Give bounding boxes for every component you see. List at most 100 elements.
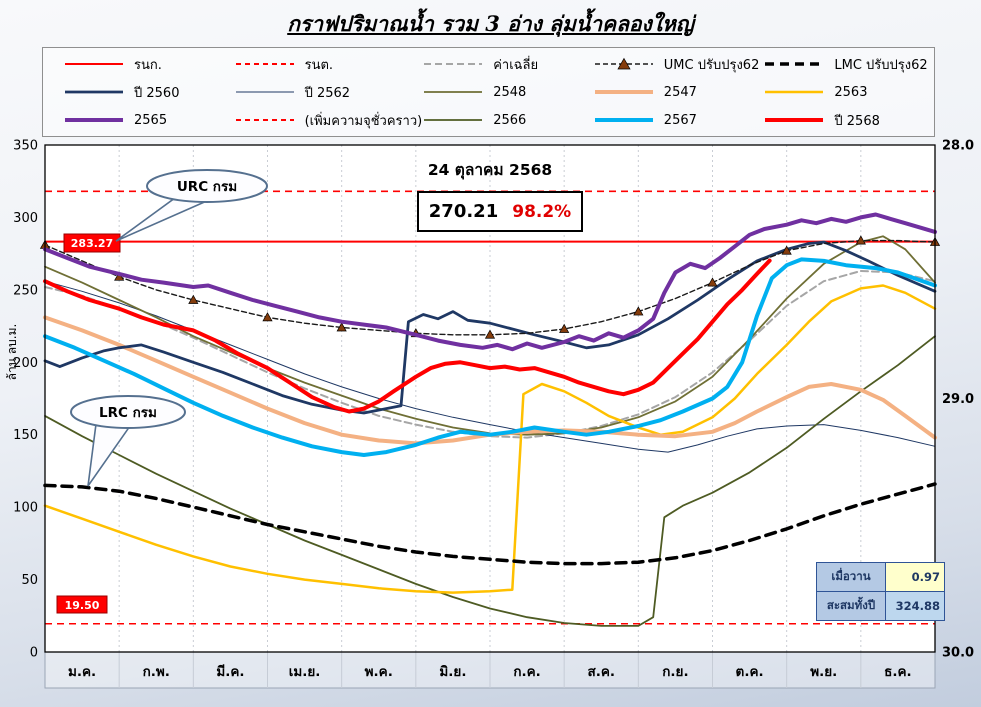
- triangle-marker-icon: [707, 277, 718, 287]
- legend-line-swatch: [594, 118, 653, 122]
- right-axis-tick: 28.0: [942, 139, 974, 154]
- legend-line-swatch: [65, 118, 123, 122]
- rnt-value-chip: [56, 595, 108, 614]
- triangle-marker-icon: [336, 322, 347, 332]
- triangle-marker-icon: [559, 323, 570, 333]
- series-lmc-rule: [43, 482, 937, 566]
- triangle-marker-icon: [114, 271, 125, 281]
- legend: รนก. รนต. ค่าเฉลี่ย UMC ปรับปรุง62 LMC ปรับป…: [42, 47, 935, 137]
- month-label: ก.ย.: [662, 664, 688, 680]
- legend-label: ค่าเฉลี่ย: [493, 57, 539, 73]
- lrc-callout-bubble: [70, 395, 186, 429]
- legend-item-8: 2548: [422, 79, 593, 106]
- legend-line-swatch: [594, 90, 653, 94]
- month-label: เม.ย.: [289, 664, 321, 680]
- legend-item-14: 2567: [593, 107, 764, 134]
- legend-line-swatch: [765, 62, 824, 66]
- legend-item-11: 2565: [63, 107, 234, 134]
- legend-label: 2567: [663, 112, 697, 128]
- legend-item-5: LMC ปรับปรุง62: [763, 51, 934, 78]
- month-label: พ.ย.: [810, 664, 837, 680]
- legend-line-swatch: [765, 90, 824, 94]
- urc-callout-label: URC กรม: [177, 179, 237, 195]
- series-avg: [44, 270, 936, 439]
- month-label: ธ.ค.: [884, 664, 912, 680]
- legend-label: รนก.: [134, 57, 162, 73]
- series-y2563: [43, 284, 937, 594]
- current-volume-percent: 98.2%: [512, 201, 572, 222]
- legend-line-swatch: [594, 57, 653, 70]
- triangle-marker-icon: [855, 235, 866, 245]
- urc-callout-tail: [115, 197, 210, 242]
- series-y2566: [44, 335, 936, 627]
- legend-item-9: 2547: [593, 79, 764, 106]
- legend-label: ปี 2560: [134, 85, 180, 101]
- series-y2567: [43, 257, 937, 457]
- legend-label: 2566: [493, 112, 527, 128]
- y-axis-tick: 350: [13, 139, 38, 154]
- legend-item-7: ปี 2562: [234, 79, 423, 106]
- y-axis-tick: 200: [13, 356, 38, 371]
- legend-item-15: ปี 2568: [763, 107, 934, 134]
- month-label: ก.พ.: [143, 664, 170, 680]
- current-value-box: 270.21 98.2%: [417, 191, 583, 232]
- triangle-marker-icon: [188, 294, 199, 304]
- legend-item-4: UMC ปรับปรุง62: [593, 51, 764, 78]
- summary-table: เมื่อวาน 0.97 สะสมทั้งปี 324.88: [816, 562, 945, 621]
- month-label: พ.ค.: [365, 664, 393, 680]
- lrc-callout-label: LRC กรม: [99, 405, 157, 421]
- series-y2562: [44, 280, 936, 453]
- legend-line-swatch: [65, 63, 123, 65]
- triangle-marker-icon: [484, 329, 496, 339]
- legend-line-swatch: [765, 118, 824, 122]
- legend-label: UMC ปรับปรุง62: [663, 57, 760, 73]
- legend-label: รนต.: [304, 57, 334, 73]
- rnt-value-text: 19.50: [65, 599, 100, 612]
- triangle-marker-icon: [781, 245, 792, 255]
- legend-line-swatch: [424, 91, 483, 93]
- triangle-marker-icon: [929, 236, 941, 246]
- legend-line-swatch: [424, 63, 483, 65]
- year-total-value: 324.88: [885, 591, 945, 621]
- legend-line-swatch: [424, 119, 483, 121]
- lrc-callout-tail: [87, 423, 132, 487]
- current-date-label: 24 ตุลาคม 2568: [427, 161, 553, 179]
- right-axis-tick: 30.0: [942, 646, 974, 661]
- month-label: ก.ค.: [513, 664, 540, 680]
- y-axis-tick: 0: [30, 646, 38, 661]
- legend-item-13: 2566: [422, 107, 593, 134]
- series-y2568: [43, 258, 772, 414]
- y-axis-title: ล้าน ลบ.ม.: [5, 324, 19, 381]
- month-label: ม.ค.: [68, 664, 96, 680]
- yesterday-value: 0.97: [885, 562, 945, 592]
- legend-label: 2548: [493, 84, 527, 100]
- year-total-label: สะสมทั้งปี: [816, 591, 886, 621]
- legend-triangle-marker-icon: [617, 57, 631, 70]
- month-label: มี.ค.: [216, 664, 244, 680]
- month-label: มิ.ย.: [439, 664, 466, 680]
- legend-item-2: รนต.: [234, 51, 423, 78]
- legend-label: ปี 2562: [304, 85, 351, 101]
- legend-line-swatch: [235, 63, 294, 65]
- y-axis-tick: 150: [13, 428, 38, 443]
- y-axis-tick: 300: [13, 211, 38, 226]
- month-label: ส.ค.: [587, 664, 615, 680]
- legend-label: (เพิ่มความจุชั่วคราว): [304, 113, 423, 129]
- series-umc-rule: [44, 239, 936, 336]
- month-axis-strip: [44, 651, 936, 689]
- y-axis-tick: 100: [13, 501, 38, 516]
- legend-item-1: รนก.: [63, 51, 234, 78]
- series-y2548: [44, 235, 936, 436]
- legend-item-3: ค่าเฉลี่ย: [422, 51, 593, 78]
- legend-label: 2563: [834, 84, 868, 100]
- y-axis-tick: 50: [21, 573, 38, 588]
- legend-label: 2565: [134, 112, 168, 128]
- series-y2560: [43, 240, 937, 415]
- triangle-marker-icon: [262, 312, 273, 322]
- legend-label: LMC ปรับปรุง62: [834, 57, 928, 73]
- legend-item-10: 2563: [763, 79, 934, 106]
- legend-line-swatch: [235, 119, 294, 121]
- y-axis-tick: 250: [13, 283, 38, 298]
- urc-callout-bubble: [146, 169, 268, 203]
- table-row: สะสมทั้งปี 324.88: [816, 591, 945, 621]
